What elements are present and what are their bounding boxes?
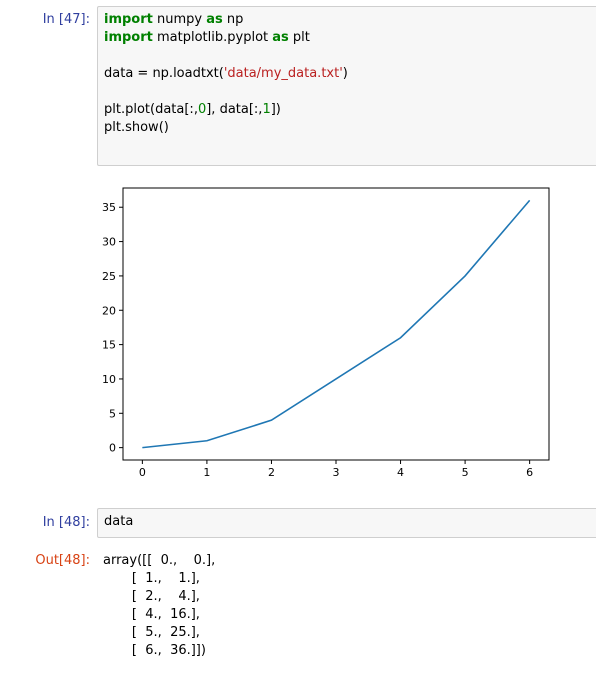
output-text: array([[ 0., 0.], [ 1., 1.], [ 2., 4.], … (103, 552, 215, 660)
y-tick-label: 20 (102, 304, 116, 317)
y-tick-label: 25 (102, 270, 116, 283)
y-tick-label: 0 (109, 442, 116, 455)
y-tick-label: 10 (102, 373, 116, 386)
code-token: import (104, 12, 153, 27)
x-tick-label: 1 (203, 466, 210, 479)
code-cell-48[interactable]: In [48]: data (0, 505, 596, 541)
x-tick-label: 5 (462, 466, 469, 479)
input-prompt: In [47]: (42, 12, 90, 27)
code-token: import (104, 30, 153, 45)
code-token: data (104, 514, 134, 529)
output-cell-48: Out[48]: array([[ 0., 0.], [ 1., 1.], [ … (0, 550, 596, 685)
code-token: as (272, 30, 289, 45)
output-line: [ 4., 16.], (103, 607, 200, 622)
code-line: plt.plot(data[:,0], data[:,1]) (104, 101, 590, 119)
code-token: plt (288, 30, 310, 45)
output-line: [ 6., 36.]]) (103, 643, 206, 658)
line-chart: 0 1 2 3 4 5 6 0 5 10 15 20 25 30 35 (102, 187, 550, 479)
input-prompt: In [48]: (42, 515, 90, 530)
x-tick-label: 2 (268, 466, 275, 479)
x-tick-label: 0 (139, 466, 146, 479)
code-line: import numpy as np (104, 11, 590, 29)
code-token: ], data[:, (206, 102, 263, 117)
code-token: data = np.loadtxt( (104, 66, 224, 81)
output-prompt: Out[48]: (35, 553, 90, 568)
code-token: np (222, 12, 244, 27)
code-line (104, 83, 590, 101)
code-token: numpy (152, 12, 207, 27)
y-tick-label: 5 (109, 407, 116, 420)
code-token: 1 (262, 102, 271, 117)
x-tick-label: 3 (333, 466, 340, 479)
code-token: 'data/my_data.txt' (223, 66, 343, 81)
x-tick-label: 4 (397, 466, 404, 479)
series-line (142, 199, 531, 449)
y-tick-label: 15 (102, 339, 116, 352)
code-token: as (206, 12, 223, 27)
code-editor[interactable]: import numpy as np import matplotlib.pypl… (97, 6, 596, 166)
code-cell-47[interactable]: In [47]: import numpy as np import matplo… (0, 0, 596, 170)
plot-frame (122, 187, 550, 461)
y-tick-label: 35 (102, 201, 116, 214)
code-line: data (104, 513, 590, 531)
code-token: matplotlib.pyplot (152, 30, 273, 45)
code-line: plt.show() (104, 119, 590, 137)
code-token: ) (342, 66, 348, 81)
code-token: plt.show() (104, 120, 169, 135)
code-line: import matplotlib.pyplot as plt (104, 29, 590, 47)
plot-output: 0 1 2 3 4 5 6 0 5 10 15 20 25 30 35 (0, 170, 596, 490)
code-line (104, 47, 590, 65)
code-token: 0 (197, 102, 207, 117)
code-editor[interactable]: data (97, 508, 596, 538)
output-line: array([[ 0., 0.], (103, 553, 216, 568)
output-line: [ 5., 25.], (103, 625, 200, 640)
x-tick-label: 6 (526, 466, 533, 479)
output-line: [ 2., 4.], (103, 589, 200, 604)
code-line: data = np.loadtxt('data/my_data.txt') (104, 65, 590, 83)
code-token: plt.plot(data[:, (104, 102, 198, 117)
code-token: ]) (270, 102, 281, 117)
y-tick-label: 30 (102, 236, 116, 249)
output-line: [ 1., 1.], (103, 571, 200, 586)
